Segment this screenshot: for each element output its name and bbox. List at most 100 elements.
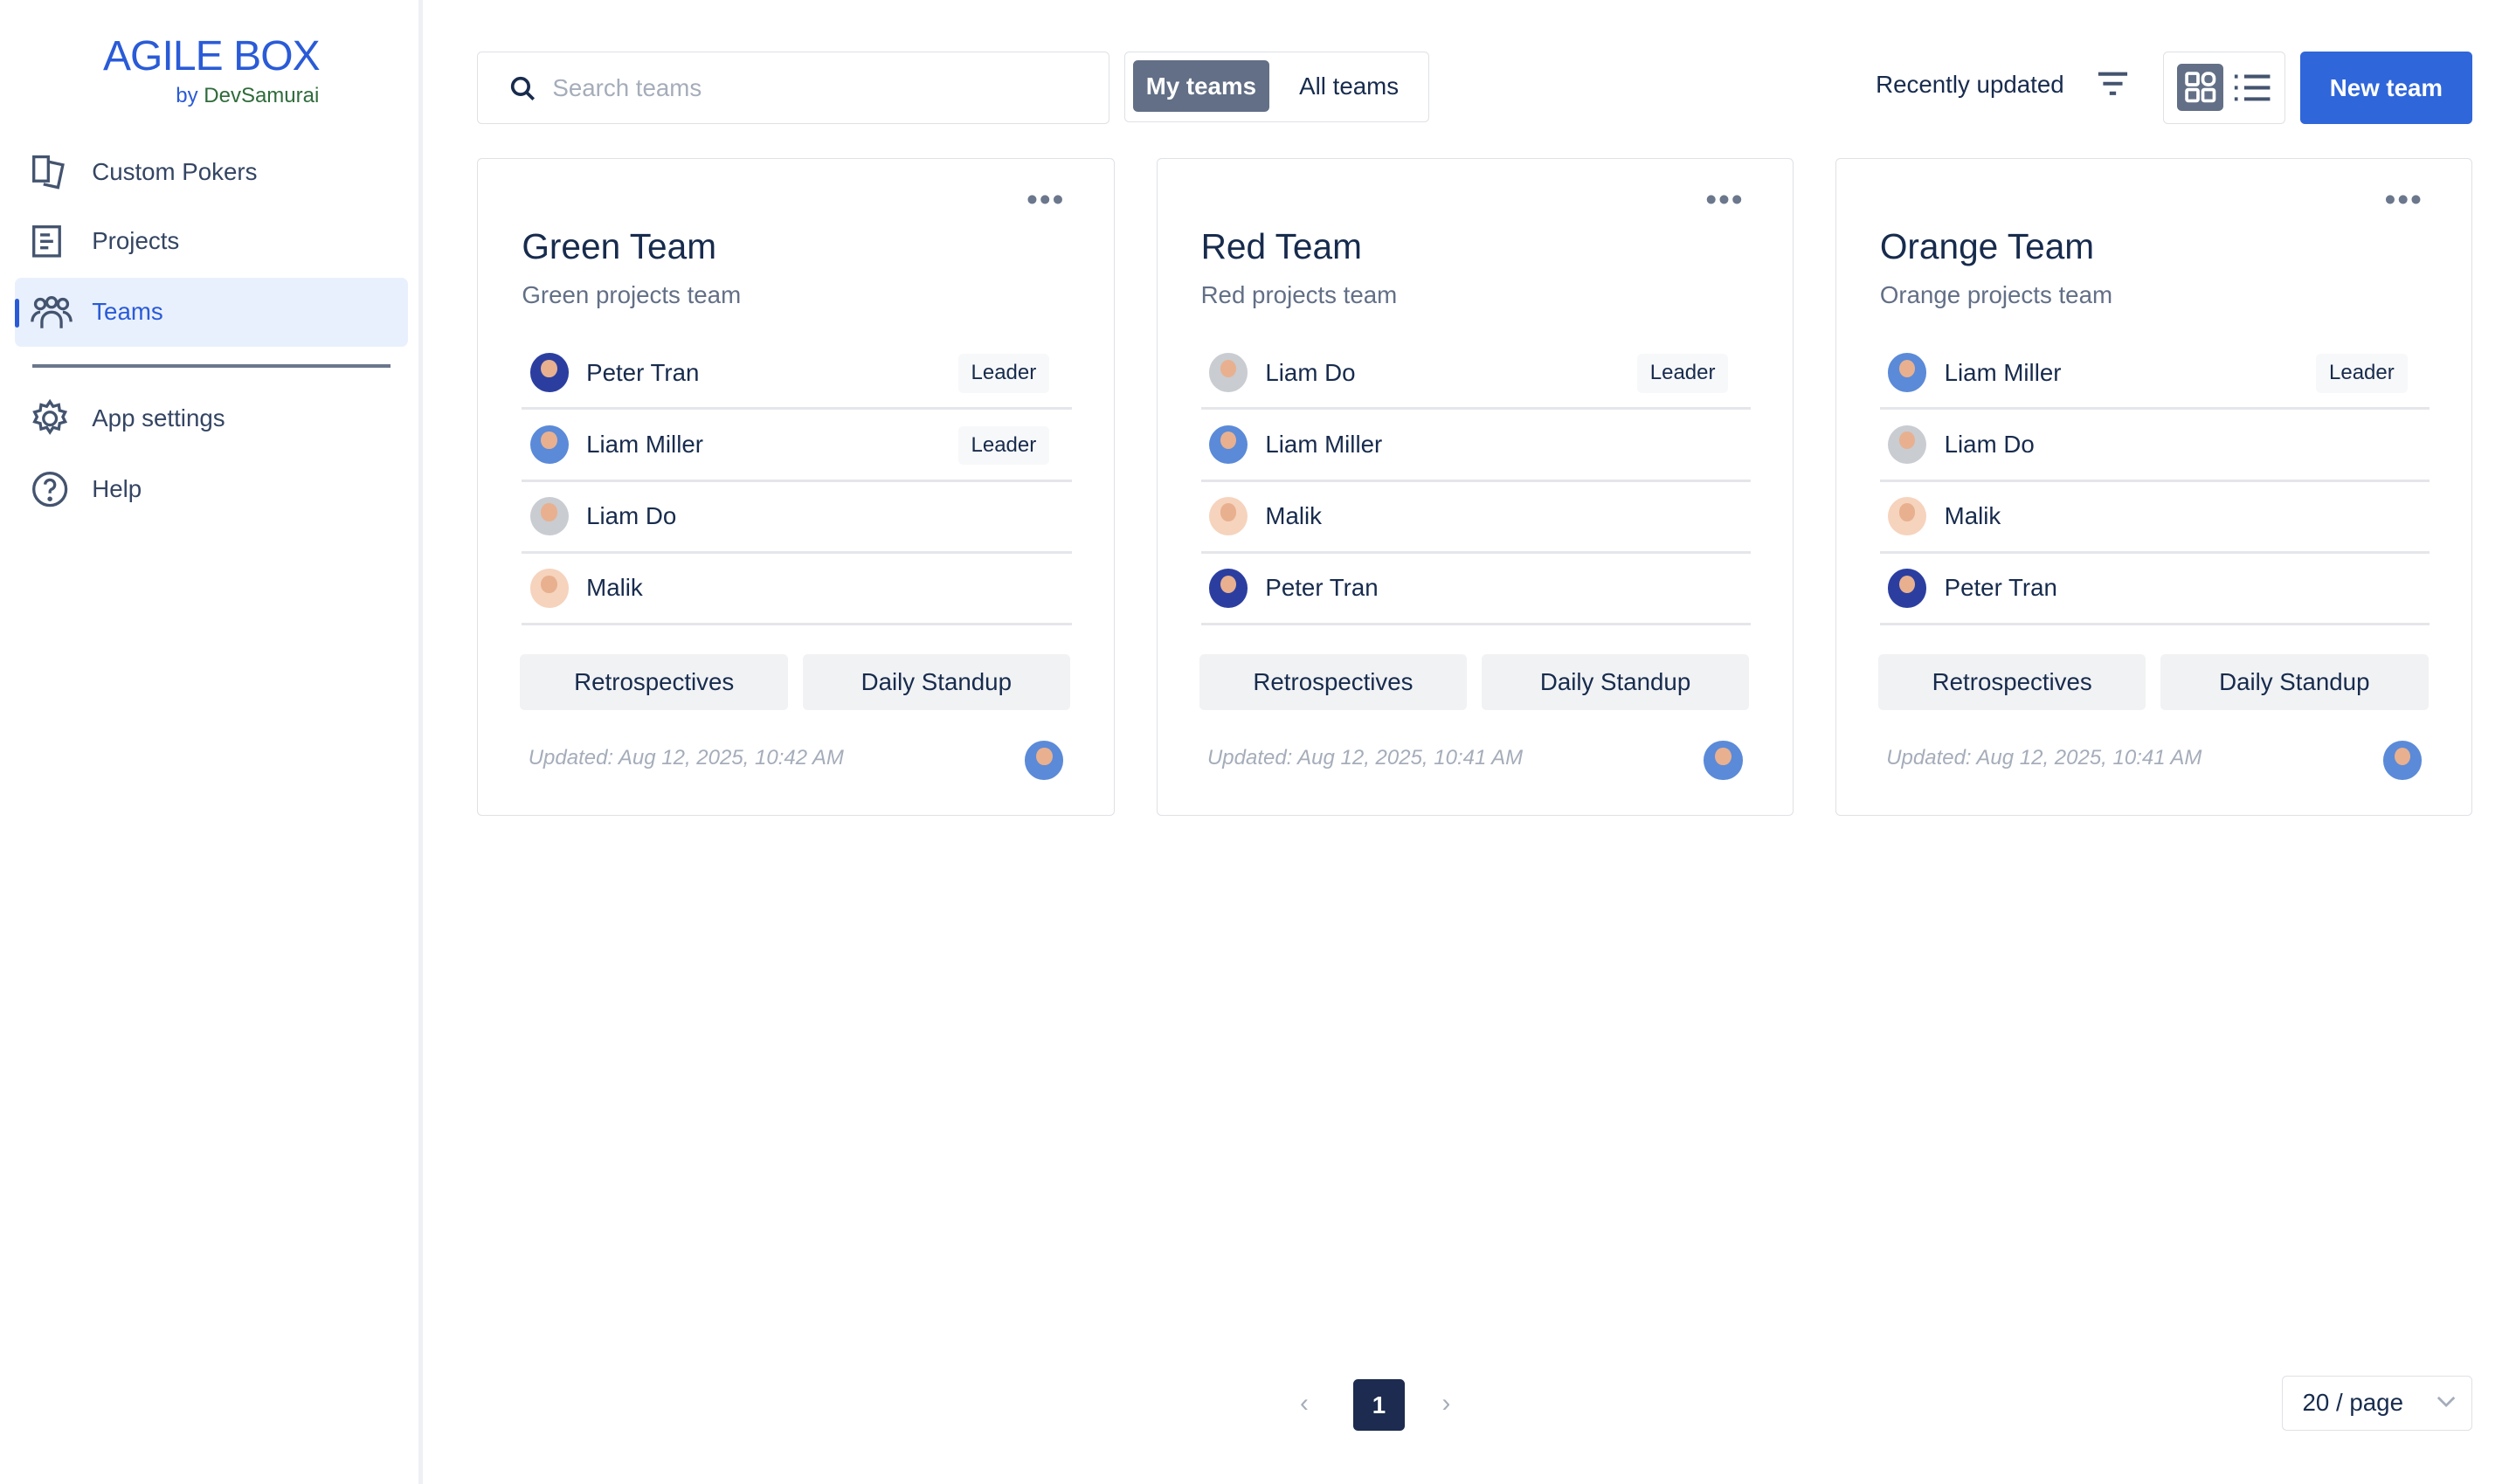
daily-standup-button[interactable]: Daily Standup bbox=[802, 653, 1071, 711]
team-card[interactable]: ••• Red Team Red projects team Liam Do L… bbox=[1156, 157, 1794, 817]
logo: AGILE BOX by DevSamurai bbox=[0, 32, 423, 107]
sidebar-item-label: Teams bbox=[92, 298, 163, 326]
member-name: Liam Do bbox=[1944, 430, 2035, 458]
sidebar-item-label: Custom Pokers bbox=[92, 157, 258, 185]
team-name: Red Team bbox=[1200, 226, 1362, 267]
sidebar-item-help[interactable]: Help bbox=[15, 455, 408, 524]
sidebar-divider bbox=[31, 364, 391, 368]
member-row: Liam Do bbox=[522, 482, 1072, 554]
member-row: Peter Tran bbox=[1200, 554, 1752, 626]
updated-timestamp: Updated: Aug 12, 2025, 10:41 AM bbox=[1206, 745, 1524, 770]
page-size-select[interactable]: 20 / page bbox=[2282, 1375, 2473, 1431]
member-row: Liam Miller Leader bbox=[1879, 338, 2430, 411]
member-row: Malik bbox=[522, 554, 1072, 626]
member-row: Liam Do bbox=[1879, 410, 2430, 482]
grid-icon bbox=[2184, 72, 2215, 103]
leader-badge: Leader bbox=[2316, 354, 2408, 393]
sidebar: AGILE BOX by DevSamurai Custom Pokers Pr… bbox=[0, 0, 423, 1484]
leader-badge: Leader bbox=[957, 425, 1050, 465]
avatar bbox=[1888, 353, 1927, 392]
grid-view-button[interactable] bbox=[2176, 64, 2224, 111]
member-name: Liam Miller bbox=[1265, 430, 1383, 458]
sidebar-item-label: Projects bbox=[92, 227, 180, 254]
avatar bbox=[1888, 424, 1927, 464]
new-team-button[interactable]: New team bbox=[2299, 52, 2473, 125]
retrospectives-button[interactable]: Retrospectives bbox=[1199, 653, 1468, 711]
next-page-button[interactable]: › bbox=[1441, 1388, 1451, 1418]
prev-page-button[interactable]: ‹ bbox=[1300, 1388, 1309, 1418]
retrospectives-button[interactable]: Retrospectives bbox=[1877, 653, 2146, 711]
updated-timestamp: Updated: Aug 12, 2025, 10:42 AM bbox=[528, 745, 844, 770]
search-icon bbox=[510, 76, 535, 100]
list-view-icon[interactable] bbox=[2233, 72, 2271, 104]
avatar bbox=[1208, 497, 1248, 536]
more-options-icon[interactable]: ••• bbox=[1705, 181, 1745, 217]
sort-select[interactable]: Recently updated bbox=[1876, 71, 2064, 99]
member-row: Liam Miller Leader bbox=[522, 410, 1072, 482]
avatar bbox=[1208, 424, 1248, 464]
logo-title: AGILE BOX bbox=[102, 32, 321, 79]
logo-brand: DevSamurai bbox=[204, 84, 320, 107]
sidebar-item-app-settings[interactable]: App settings bbox=[15, 383, 408, 452]
filter-icon[interactable] bbox=[2097, 71, 2129, 100]
team-scope-toggle: My teams All teams bbox=[1123, 52, 1429, 123]
member-row: Liam Miller bbox=[1200, 410, 1752, 482]
member-name: Malik bbox=[1944, 502, 2001, 530]
retrospectives-button[interactable]: Retrospectives bbox=[520, 653, 788, 711]
tab-my-teams[interactable]: My teams bbox=[1133, 60, 1269, 113]
sidebar-item-label: App settings bbox=[92, 404, 225, 432]
member-row: Peter Tran bbox=[1879, 554, 2430, 626]
daily-standup-button[interactable]: Daily Standup bbox=[1481, 653, 1750, 711]
people-icon bbox=[31, 295, 73, 328]
member-name: Malik bbox=[1265, 502, 1322, 530]
leader-badge: Leader bbox=[957, 354, 1050, 393]
avatar bbox=[529, 569, 569, 608]
avatar bbox=[1888, 569, 1927, 608]
team-description: Red projects team bbox=[1200, 281, 1398, 309]
chevron-down-icon bbox=[2437, 1396, 2455, 1407]
avatar bbox=[1208, 569, 1248, 608]
member-row: Malik bbox=[1879, 482, 2430, 554]
search-field[interactable] bbox=[477, 52, 1110, 125]
sidebar-item-projects[interactable]: Projects bbox=[15, 206, 408, 275]
avatar bbox=[529, 497, 569, 536]
sidebar-item-label: Help bbox=[92, 475, 142, 503]
daily-standup-button[interactable]: Daily Standup bbox=[2160, 653, 2429, 711]
avatar bbox=[1208, 353, 1248, 392]
tab-all-teams[interactable]: All teams bbox=[1299, 72, 1400, 100]
team-name: Green Team bbox=[522, 226, 717, 267]
team-card[interactable]: ••• Orange Team Orange projects team Lia… bbox=[1835, 157, 2473, 817]
search-input[interactable] bbox=[549, 72, 1066, 104]
avatar bbox=[529, 424, 569, 464]
member-row: Liam Do Leader bbox=[1200, 338, 1752, 411]
gear-icon bbox=[32, 398, 68, 435]
member-list: Liam Miller Leader Liam Do Malik Peter T… bbox=[1879, 338, 2430, 626]
team-description: Green projects team bbox=[522, 281, 742, 309]
cards-icon bbox=[32, 155, 65, 190]
team-description: Orange projects team bbox=[1879, 281, 2113, 309]
logo-byline: by DevSamurai bbox=[176, 84, 319, 108]
more-options-icon[interactable]: ••• bbox=[2384, 181, 2423, 217]
sidebar-item-teams[interactable]: Teams bbox=[14, 277, 409, 347]
avatar bbox=[1888, 497, 1927, 536]
updater-avatar bbox=[1704, 741, 1743, 780]
team-name: Orange Team bbox=[1879, 226, 2095, 267]
member-name: Liam Do bbox=[586, 502, 677, 530]
member-name: Liam Miller bbox=[586, 430, 703, 458]
more-options-icon[interactable]: ••• bbox=[1026, 181, 1066, 217]
member-name: Peter Tran bbox=[586, 358, 700, 386]
team-card[interactable]: ••• Green Team Green projects team Peter… bbox=[477, 157, 1115, 817]
member-name: Peter Tran bbox=[1944, 574, 2057, 602]
member-name: Malik bbox=[586, 574, 643, 602]
page-size-value: 20 / page bbox=[2302, 1388, 2403, 1416]
document-icon bbox=[32, 224, 61, 258]
member-name: Liam Do bbox=[1265, 358, 1356, 386]
page-1-button[interactable]: 1 bbox=[1352, 1378, 1406, 1431]
updater-avatar bbox=[2382, 741, 2422, 780]
member-name: Peter Tran bbox=[1265, 574, 1379, 602]
sidebar-item-custom-pokers[interactable]: Custom Pokers bbox=[15, 137, 408, 206]
logo-by: by bbox=[176, 84, 198, 107]
member-list: Liam Do Leader Liam Miller Malik Peter T… bbox=[1200, 338, 1752, 626]
updated-timestamp: Updated: Aug 12, 2025, 10:41 AM bbox=[1886, 745, 2202, 770]
updater-avatar bbox=[1025, 741, 1064, 780]
